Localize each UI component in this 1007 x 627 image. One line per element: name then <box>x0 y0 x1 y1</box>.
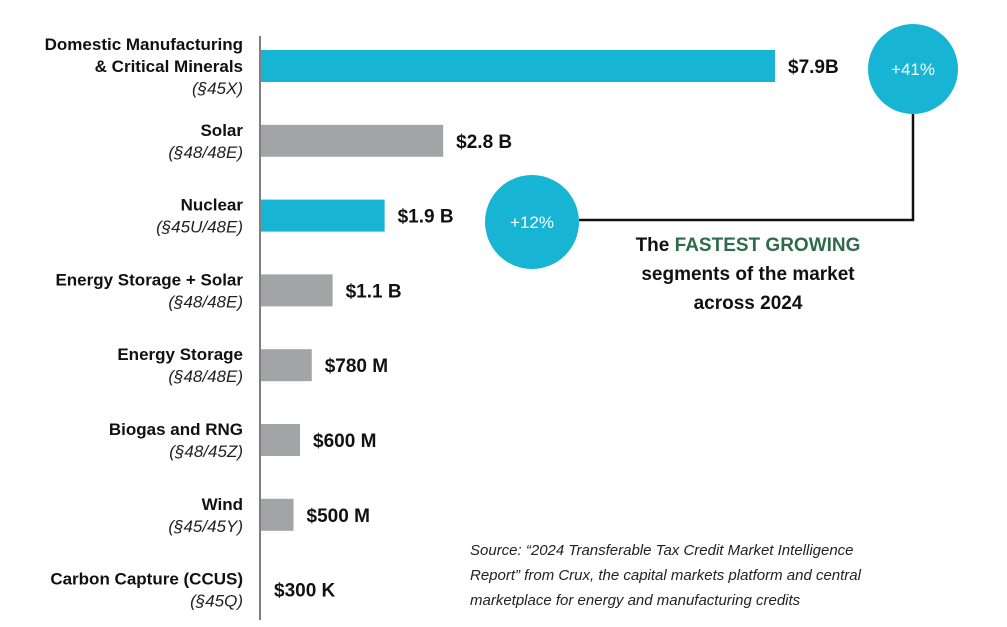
bar <box>261 199 385 232</box>
bar <box>261 424 301 456</box>
category-name: & Critical Minerals <box>95 57 243 76</box>
growth-badge-label: +41% <box>891 60 935 79</box>
bar-series <box>261 50 775 606</box>
category-name: Carbon Capture (CCUS) <box>50 570 243 589</box>
category-name: Solar <box>200 121 243 140</box>
category-code: (§45U/48E) <box>156 218 243 237</box>
callout-line-2: segments of the market <box>641 264 855 285</box>
category-name: Energy Storage <box>117 345 243 364</box>
category-name: Nuclear <box>181 196 244 215</box>
callout-highlight: FASTEST GROWING <box>674 235 861 256</box>
value-label: $500 M <box>307 506 370 527</box>
category-code: (§45Q) <box>190 592 243 611</box>
growth-badge-circle <box>868 24 958 114</box>
value-label: $1.9 B <box>398 207 454 228</box>
value-labels: $7.9B $2.8 B $1.9 B $1.1 B $780 M $600 M $500 … <box>274 57 839 602</box>
value-label: $1.1 B <box>346 281 402 302</box>
category-name: Domestic Manufacturing <box>45 35 243 54</box>
source-note: Source: “2024 Transferable Tax Credit Ma… <box>470 538 970 613</box>
category-name: Energy Storage + Solar <box>55 270 243 289</box>
category-code: (§48/48E) <box>168 143 243 162</box>
value-label: $780 M <box>325 356 388 377</box>
value-label: $7.9B <box>788 57 839 78</box>
growth-badges: +41% +12% <box>485 24 958 269</box>
value-label: $600 M <box>313 431 376 452</box>
category-code: (§48/45Z) <box>169 442 243 461</box>
callout-line-1: The FASTEST GROWING <box>588 231 908 260</box>
bar <box>261 124 444 157</box>
category-name: Biogas and RNG <box>109 420 243 439</box>
value-label: $2.8 B <box>456 132 512 153</box>
source-line-2: Report” from Crux, the capital markets p… <box>470 567 861 584</box>
category-name: Wind <box>202 495 243 514</box>
growth-badge-circle <box>485 175 579 269</box>
bar <box>261 349 312 382</box>
value-label: $300 K <box>274 581 336 602</box>
bar <box>261 498 294 531</box>
category-code: (§45/45Y) <box>168 517 243 536</box>
growth-badge-label: +12% <box>510 213 554 232</box>
category-labels: Domestic Manufacturing & Critical Mineral… <box>45 35 244 611</box>
fastest-growing-callout: The FASTEST GROWING segments of the mark… <box>588 231 908 318</box>
callout-line-3: across 2024 <box>693 293 803 314</box>
bar <box>261 50 775 82</box>
category-code: (§48/48E) <box>168 292 243 311</box>
source-line-1: Source: “2024 Transferable Tax Credit Ma… <box>470 542 854 559</box>
growth-connectors <box>579 114 915 222</box>
category-code: (§45X) <box>192 79 243 98</box>
callout-prefix: The <box>635 235 675 256</box>
bar <box>261 274 333 307</box>
category-code: (§48/48E) <box>168 367 243 386</box>
growth-connector-line <box>579 114 915 222</box>
source-line-3: marketplace for energy and manufacturing… <box>470 592 801 609</box>
